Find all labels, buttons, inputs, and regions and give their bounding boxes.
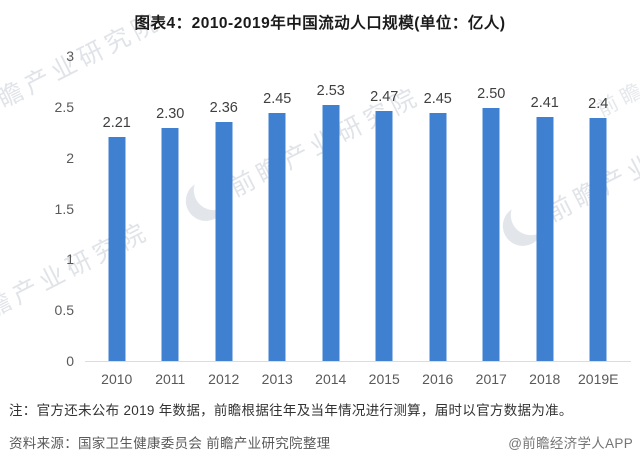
x-tick-label: 2012 xyxy=(208,371,240,387)
bar xyxy=(589,118,607,362)
bar-value-label: 2.45 xyxy=(263,91,292,107)
source-row: 资料来源：国家卫生健康委员会 前瞻产业研究院整理 @前瞻经济学人APP xyxy=(9,432,633,452)
y-tick-label: 0.5 xyxy=(54,302,74,319)
bar-slot: 2.53 2014 xyxy=(304,57,358,387)
bar-value-label: 2.30 xyxy=(156,106,185,122)
x-tick-label: 2011 xyxy=(155,371,186,387)
data-source: 资料来源：国家卫生健康委员会 前瞻产业研究院整理 xyxy=(9,436,331,451)
bar xyxy=(268,113,286,362)
bar-value-label: 2.36 xyxy=(209,100,238,116)
bar xyxy=(429,113,447,362)
bar-slot: 2.36 2012 xyxy=(197,57,251,387)
x-tick-label: 2010 xyxy=(101,371,133,387)
bar-slot: 2.4 2019E xyxy=(572,57,626,387)
bar-slot: 2.45 2016 xyxy=(411,57,465,387)
bar-value-label: 2.47 xyxy=(370,89,399,105)
x-tick-label: 2015 xyxy=(368,371,400,387)
x-tick-label: 2016 xyxy=(422,371,454,387)
chart-title: 图表4：2010-2019年中国流动人口规模(单位：亿人) xyxy=(134,15,506,32)
y-tick-label: 3 xyxy=(66,48,74,64)
bar-value-label: 2.45 xyxy=(423,91,452,107)
bar-value-label: 2.50 xyxy=(477,86,506,102)
footnote: 注：官方还未公布 2019 年数据，前瞻根据往年及当年情况进行测算，届时以官方数… xyxy=(9,403,573,418)
bar-slot: 2.45 2013 xyxy=(251,57,305,387)
y-tick-label: 0 xyxy=(66,353,74,369)
x-tick-label: 2019E xyxy=(578,371,619,387)
bar-slot: 2.30 2011 xyxy=(144,57,198,387)
bar-slot: 2.21 2010 xyxy=(90,57,144,387)
x-tick-label: 2014 xyxy=(315,371,347,387)
bar xyxy=(536,117,554,362)
bar xyxy=(108,137,126,362)
x-tick-label: 2018 xyxy=(529,371,561,387)
bar-value-label: 2.41 xyxy=(530,95,559,111)
x-tick-label: 2017 xyxy=(475,371,507,387)
y-tick-label: 1 xyxy=(66,251,74,268)
y-tick-label: 2 xyxy=(66,149,74,166)
bar-value-label: 2.53 xyxy=(316,83,345,99)
y-tick-label: 1.5 xyxy=(54,200,74,217)
y-axis: 3 2.5 2 1.5 1 0.5 0 xyxy=(0,48,76,369)
bar xyxy=(215,122,233,362)
plot-area: 2.21 2010 2.30 2011 2.36 2012 2.45 2013 2.53 2014… xyxy=(90,57,626,387)
bar-slot: 2.47 2015 xyxy=(358,57,412,387)
bar xyxy=(161,128,179,362)
x-axis-line xyxy=(85,361,631,362)
credit-watermark: @前瞻经济学人APP xyxy=(508,436,633,451)
bar xyxy=(482,108,500,362)
bar-slot: 2.50 2017 xyxy=(465,57,519,387)
bar xyxy=(322,105,340,362)
bar-value-label: 2.4 xyxy=(588,96,609,112)
x-tick-label: 2013 xyxy=(261,371,293,387)
bar xyxy=(375,111,393,362)
bar-value-label: 2.21 xyxy=(102,115,131,131)
bar-slot: 2.41 2018 xyxy=(518,57,572,387)
y-tick-label: 2.5 xyxy=(54,98,74,115)
